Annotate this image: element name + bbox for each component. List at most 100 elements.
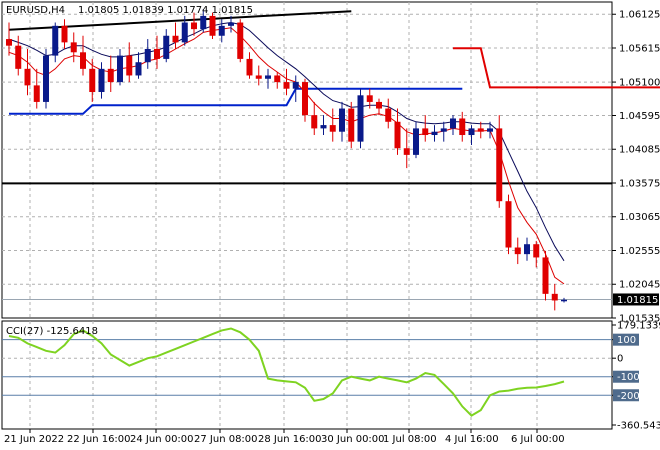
candle-body bbox=[283, 82, 290, 89]
price-axis: 1.06125 1.05615 1.05100 1.04595 1.04085 1.035… bbox=[612, 10, 660, 325]
candle-body bbox=[246, 58, 253, 76]
time-tick-label: 24 Jun 00:00 bbox=[130, 434, 194, 445]
main-chart-panel: EURUSD,H4 1.01805 1.01839 1.01774 1.0181… bbox=[1, 1, 660, 319]
resistance-step-line bbox=[453, 47, 660, 89]
indicator-label: CCI(27) -125.6418 bbox=[6, 326, 98, 337]
indicator-tick-label: 100 bbox=[617, 335, 636, 346]
candle-body bbox=[431, 131, 438, 136]
current-price-label: 1.01815 bbox=[617, 295, 658, 306]
symbol-label: EURUSD,H4 bbox=[6, 5, 65, 16]
time-tick-label: 6 Jul 00:00 bbox=[511, 434, 565, 445]
candle-body bbox=[292, 82, 299, 89]
candle-body bbox=[561, 299, 567, 302]
candle-body bbox=[376, 101, 382, 109]
candle-body bbox=[172, 35, 179, 43]
candle-body bbox=[255, 75, 262, 79]
candle-body bbox=[339, 108, 345, 132]
candle-body bbox=[43, 55, 49, 102]
indicator-gridlines bbox=[2, 321, 612, 429]
candle-body bbox=[24, 68, 31, 86]
candle-body bbox=[117, 55, 123, 83]
price-tick-label: 1.06125 bbox=[619, 10, 660, 21]
candle-body bbox=[302, 82, 308, 116]
price-gridlines bbox=[2, 2, 612, 318]
current-price-tag bbox=[613, 293, 659, 306]
price-tick-label: 1.03065 bbox=[619, 212, 660, 223]
candle-body bbox=[61, 25, 68, 43]
candle-body bbox=[154, 48, 160, 59]
candle-body bbox=[348, 108, 355, 142]
price-tick-label: 1.01535 bbox=[619, 314, 660, 325]
candle-body bbox=[496, 128, 503, 202]
candle-body bbox=[551, 293, 558, 301]
time-tick-label: 1 Jul 08:00 bbox=[383, 434, 437, 445]
candle-body bbox=[15, 45, 22, 69]
time-tick-label: 4 Jul 16:00 bbox=[445, 434, 499, 445]
time-axis: 21 Jun 2022 22 Jun 16:00 24 Jun 00:00 27 Ju… bbox=[4, 429, 565, 445]
candle-body bbox=[200, 15, 207, 30]
candle-body bbox=[320, 125, 327, 129]
candle-body bbox=[366, 95, 373, 102]
candle-body bbox=[135, 62, 142, 76]
candle-body bbox=[329, 125, 336, 132]
price-plot bbox=[2, 9, 660, 311]
slow-moving-average bbox=[8, 21, 565, 262]
candle-body bbox=[6, 39, 12, 46]
candle-body bbox=[144, 48, 151, 63]
candle-body bbox=[126, 55, 133, 76]
candle-body bbox=[163, 35, 170, 59]
indicator-level-tag bbox=[613, 333, 639, 346]
candle-body bbox=[385, 108, 392, 122]
candle-body bbox=[89, 68, 96, 93]
candle-body bbox=[524, 244, 530, 255]
candle-body bbox=[33, 85, 40, 102]
candle-body bbox=[80, 52, 86, 69]
indicator-tick-label: 179.1339 bbox=[617, 321, 660, 332]
indicator-tick-label: -200 bbox=[617, 391, 640, 402]
candle-body bbox=[357, 95, 364, 142]
candle-body bbox=[468, 128, 475, 136]
price-tick-label: 1.03575 bbox=[619, 178, 660, 189]
candle-body bbox=[413, 128, 419, 155]
price-tick-label: 1.05615 bbox=[619, 43, 660, 54]
candle-body bbox=[107, 68, 114, 83]
time-tick-label: 22 Jun 16:00 bbox=[67, 434, 131, 445]
indicator-axis: 179.1339 100 0 -100 -200 -360.5439 bbox=[612, 321, 660, 432]
candle-body bbox=[514, 247, 521, 255]
time-tick-label: 21 Jun 2022 bbox=[4, 434, 64, 445]
candle-body bbox=[265, 75, 271, 79]
candle-body bbox=[533, 244, 540, 258]
candle-body bbox=[311, 115, 318, 129]
candle-body bbox=[422, 128, 429, 136]
indicator-tick-label: -100 bbox=[617, 372, 640, 383]
price-tick-label: 1.02555 bbox=[619, 246, 660, 257]
price-tick-label: 1.05100 bbox=[619, 78, 660, 89]
candle-body bbox=[70, 42, 77, 53]
candle-body bbox=[209, 15, 216, 36]
time-tick-label: 27 Jun 08:00 bbox=[194, 434, 258, 445]
candle-body bbox=[403, 148, 410, 155]
indicator-plot bbox=[8, 327, 565, 417]
candle-body bbox=[450, 118, 456, 129]
cci-line bbox=[8, 327, 565, 417]
indicator-tick-label: 0 bbox=[617, 354, 623, 365]
candle-body bbox=[98, 68, 105, 93]
ohlc-readout: 1.01805 1.01839 1.01774 1.01815 bbox=[78, 5, 253, 16]
candle-body bbox=[218, 25, 225, 36]
candle-body bbox=[237, 22, 244, 59]
candle-body bbox=[459, 118, 466, 136]
indicator-tick-label: -360.5439 bbox=[617, 421, 660, 432]
time-tick-label: 28 Jun 16:00 bbox=[258, 434, 322, 445]
candle-body bbox=[477, 128, 484, 132]
indicator-level-tag bbox=[613, 389, 639, 402]
candle-body bbox=[274, 75, 281, 83]
candle-body bbox=[52, 25, 59, 56]
candle-body bbox=[181, 22, 188, 43]
indicator-level-tag bbox=[613, 370, 639, 383]
price-tick-label: 1.04085 bbox=[619, 145, 660, 156]
candle-body bbox=[228, 22, 234, 26]
candle-body bbox=[505, 201, 512, 248]
candle-body bbox=[394, 121, 401, 149]
price-tick-label: 1.04595 bbox=[619, 111, 660, 122]
